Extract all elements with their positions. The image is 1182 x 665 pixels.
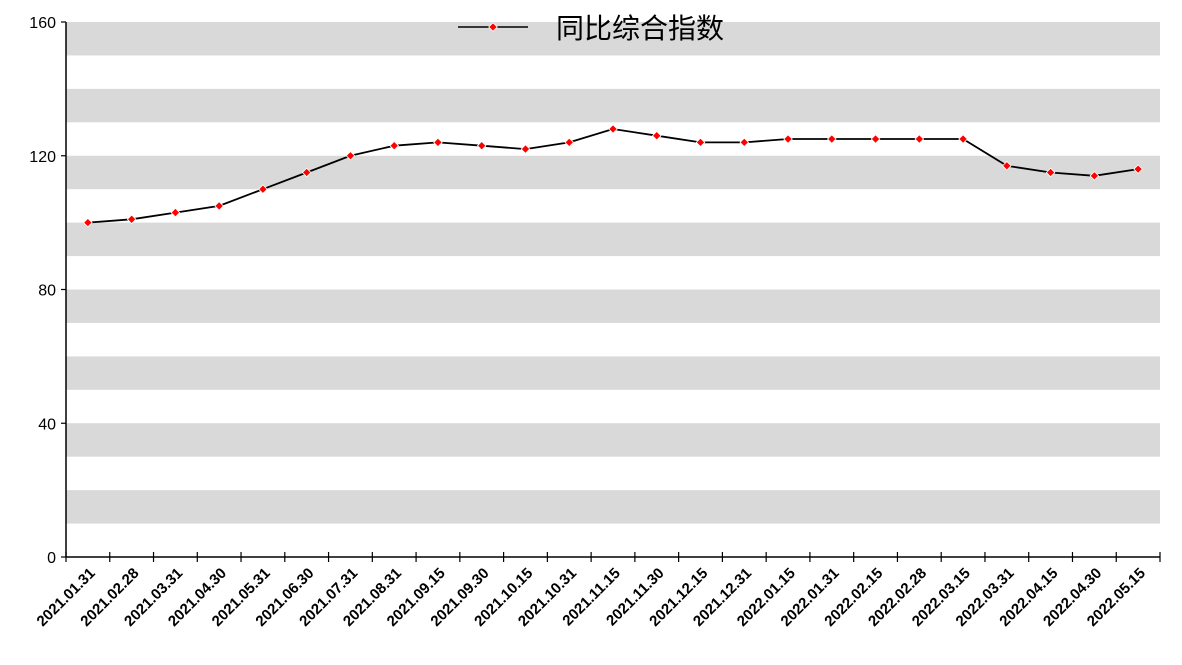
data-point xyxy=(739,137,750,148)
data-point xyxy=(914,134,925,144)
data-point xyxy=(126,214,137,225)
data-point xyxy=(258,184,268,194)
grid-band xyxy=(66,289,1160,323)
data-point xyxy=(651,130,662,141)
data-point xyxy=(345,150,356,161)
y-tick-label: 0 xyxy=(47,550,56,567)
data-point xyxy=(433,137,443,148)
data-point xyxy=(826,134,837,144)
legend-label: 同比综合指数 xyxy=(556,13,724,44)
grid-band xyxy=(66,88,1160,123)
y-ticks: 0 40 80 120 160 xyxy=(29,15,66,567)
x-ticks: 2021.01.312021.02.282021.03.312021.04.30… xyxy=(34,552,1161,630)
data-point xyxy=(783,134,793,144)
data-point xyxy=(214,201,224,211)
y-tick-label: 80 xyxy=(38,283,56,300)
y-tick-label: 40 xyxy=(38,416,56,433)
data-point xyxy=(958,134,968,144)
legend-marker-swatch xyxy=(488,22,498,32)
data-point xyxy=(870,134,881,144)
y-tick-label: 160 xyxy=(29,15,56,32)
data-point xyxy=(608,124,618,134)
grid-band xyxy=(66,222,1160,257)
series xyxy=(83,124,1143,228)
y-tick-label: 120 xyxy=(29,149,56,166)
grid-band xyxy=(66,155,1160,190)
data-point xyxy=(476,140,487,151)
data-point xyxy=(695,137,706,148)
data-point xyxy=(170,207,181,218)
data-point xyxy=(1089,171,1100,181)
grid-band xyxy=(66,356,1160,390)
data-point xyxy=(1002,160,1012,171)
data-point xyxy=(301,167,312,178)
data-point xyxy=(1045,167,1056,178)
data-point xyxy=(83,217,93,228)
grid-band xyxy=(66,22,1160,56)
data-point xyxy=(1133,164,1143,174)
data-point xyxy=(520,144,531,154)
data-point xyxy=(389,140,400,151)
grid-band xyxy=(66,423,1160,457)
data-point xyxy=(564,137,575,148)
legend: 同比综合指数 xyxy=(458,13,724,44)
grid-band xyxy=(66,490,1160,524)
grid-bands xyxy=(66,22,1160,524)
